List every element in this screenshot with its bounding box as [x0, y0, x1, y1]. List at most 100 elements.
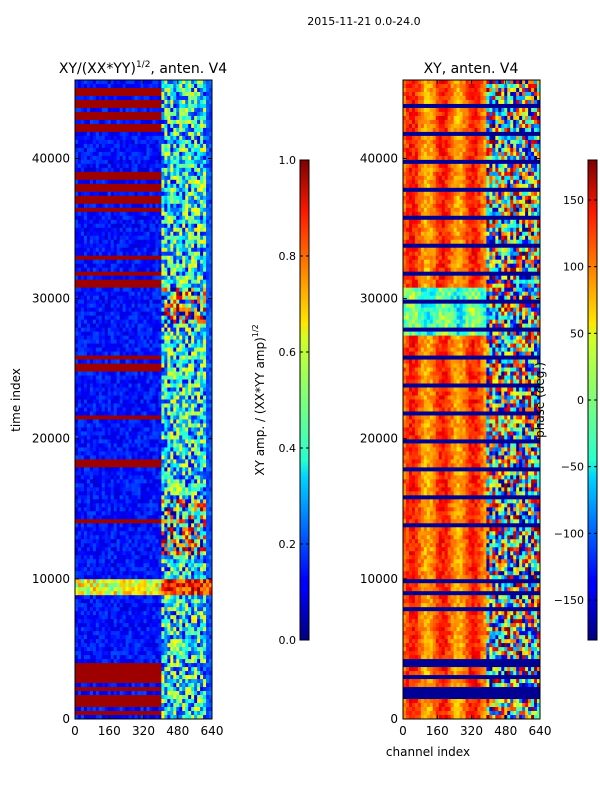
heatmap-cell [95, 351, 100, 356]
heatmap-cell [182, 407, 186, 412]
heatmap-cell [146, 99, 150, 105]
heatmap-cell [80, 383, 85, 388]
heatmap-cell [75, 107, 79, 113]
heatmap-cell [167, 243, 171, 249]
heatmap-cell [170, 471, 174, 476]
heatmap-cell [200, 487, 204, 492]
heatmap-cell [164, 107, 168, 113]
heatmap-cell [92, 355, 97, 360]
heatmap-cell [185, 435, 189, 440]
heatmap-cell [164, 395, 168, 400]
heatmap-cell [86, 427, 91, 432]
heatmap-cell [110, 343, 115, 348]
heatmap-cell [140, 255, 144, 261]
heatmap-cell [191, 235, 195, 241]
heatmap-cell [176, 491, 180, 496]
heatmap-cell [203, 319, 207, 325]
heatmap-cell [173, 275, 177, 281]
heatmap-cell [134, 275, 138, 281]
heatmap-cell [176, 451, 180, 456]
heatmap-cell [122, 247, 127, 253]
heatmap-cell [185, 143, 189, 149]
heatmap-cell [119, 231, 124, 237]
heatmap-cell [182, 267, 186, 273]
heatmap-cell [107, 223, 112, 229]
heatmap-cell [152, 443, 156, 448]
heatmap-cell [104, 223, 109, 229]
heatmap-cell [137, 383, 141, 388]
heatmap-cell [203, 343, 207, 348]
heatmap-cell [75, 371, 79, 376]
heatmap-cell [83, 103, 88, 109]
heatmap-cell [188, 407, 192, 412]
heatmap-cell [167, 287, 171, 293]
heatmap-cell [83, 503, 88, 508]
heatmap-cell [146, 127, 150, 133]
heatmap-cell [101, 291, 106, 297]
heatmap-cell [77, 231, 82, 237]
heatmap-cell [110, 491, 115, 496]
heatmap-cell [203, 235, 207, 241]
heatmap-cell [206, 435, 210, 440]
heatmap-cell [200, 87, 204, 93]
heatmap-cell [80, 351, 85, 356]
heatmap-cell [137, 359, 141, 364]
heatmap-cell [119, 475, 124, 480]
heatmap-cell [188, 151, 192, 157]
heatmap-cell [188, 427, 192, 432]
heatmap-cell [137, 187, 141, 193]
heatmap-cell [179, 431, 183, 436]
heatmap-cell [152, 303, 156, 309]
heatmap-cell [140, 491, 144, 496]
heatmap-cell [101, 459, 106, 464]
heatmap-cell [191, 239, 195, 245]
heatmap-cell [131, 303, 135, 309]
heatmap-cell [137, 399, 141, 404]
heatmap-cell [86, 243, 91, 249]
heatmap-cell [194, 295, 198, 301]
heatmap-cell [200, 219, 204, 225]
heatmap-cell [137, 483, 141, 488]
heatmap-cell [200, 311, 204, 317]
heatmap-cell [89, 279, 94, 285]
heatmap-cell [158, 343, 162, 348]
heatmap-cell [209, 275, 212, 281]
heatmap-cell [119, 463, 124, 468]
heatmap-cell [194, 219, 198, 225]
heatmap-cell [75, 251, 79, 257]
heatmap-cell [152, 423, 156, 428]
heatmap-cell [101, 123, 106, 129]
heatmap-cell [95, 167, 100, 173]
heatmap-cell [146, 359, 150, 364]
heatmap-cell [110, 243, 115, 249]
heatmap-cell [161, 379, 165, 384]
heatmap-cell [209, 131, 212, 137]
heatmap-cell [95, 159, 100, 165]
heatmap-cell [131, 119, 135, 125]
heatmap-cell [203, 255, 207, 261]
heatmap-cell [161, 419, 165, 424]
heatmap-cell [179, 127, 183, 133]
heatmap-cell [92, 119, 97, 125]
heatmap-cell [167, 507, 171, 512]
heatmap-cell [113, 115, 118, 121]
heatmap-cell [149, 471, 153, 476]
heatmap-cell [113, 491, 118, 496]
heatmap-cell [149, 275, 153, 281]
heatmap-cell [98, 103, 103, 109]
heatmap-cell [77, 243, 82, 249]
heatmap-cell [197, 251, 201, 257]
heatmap-cell [98, 399, 103, 404]
heatmap-cell [98, 311, 103, 317]
heatmap-cell [92, 267, 97, 273]
heatmap-cell [128, 131, 132, 137]
heatmap-cell [146, 163, 150, 169]
heatmap-cell [206, 303, 210, 309]
heatmap-cell [122, 163, 127, 169]
heatmap-cell [155, 103, 159, 109]
heatmap-cell [191, 471, 195, 476]
heatmap-cell [140, 195, 144, 201]
heatmap-cell [77, 479, 82, 484]
heatmap-cell [173, 491, 177, 496]
heatmap-cell [155, 87, 159, 93]
